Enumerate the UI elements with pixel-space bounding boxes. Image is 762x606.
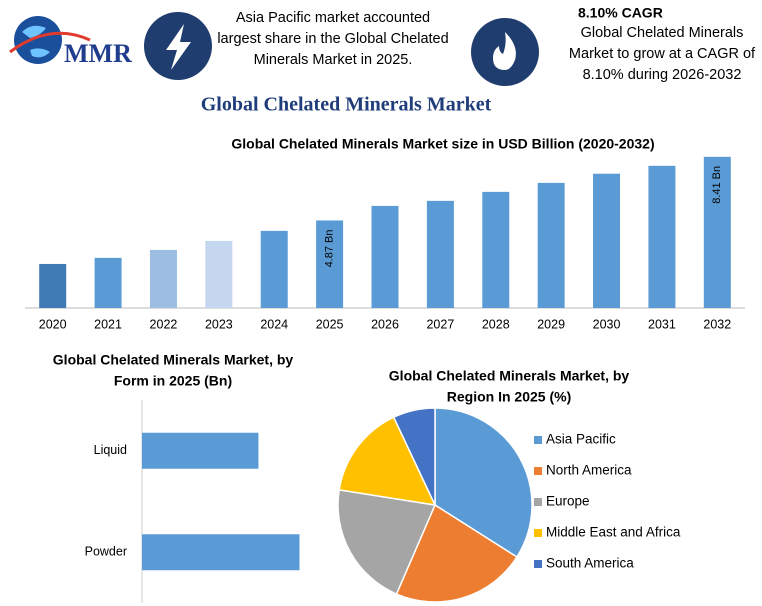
x-tick-label: 2032 — [703, 317, 731, 331]
bar — [260, 230, 288, 308]
pie-slice — [338, 416, 437, 506]
value-label: 8.41 Bn — [711, 166, 723, 204]
legend-swatch — [534, 467, 542, 475]
bar — [648, 165, 676, 308]
x-tick-label: 2021 — [94, 317, 122, 331]
legend-label: Asia Pacific — [546, 432, 616, 447]
x-tick-label: 2030 — [593, 317, 621, 331]
logo-text: MMR — [64, 39, 132, 68]
x-tick-label: 2020 — [39, 317, 67, 331]
logo-swoosh — [9, 31, 91, 54]
cagr-title: 8.10% CAGR — [578, 5, 663, 21]
legend-swatch — [534, 498, 542, 506]
bar — [703, 156, 731, 308]
icon-flame — [493, 32, 516, 70]
bar — [316, 220, 344, 308]
legend-label: South America — [546, 556, 634, 571]
x-tick-label: 2023 — [205, 317, 233, 331]
pie-slice — [395, 503, 518, 603]
x-tick-label: 2029 — [537, 317, 565, 331]
logo-land — [22, 25, 50, 58]
x-tick-label: 2022 — [150, 317, 178, 331]
bar — [482, 191, 510, 308]
x-tick-label: 2028 — [482, 317, 510, 331]
value-label: 4.87 Bn — [324, 229, 336, 267]
bar — [371, 205, 399, 308]
note-right-line: Global Chelated Minerals — [581, 25, 744, 41]
x-tick-label: 2026 — [371, 317, 399, 331]
main-title: Global Chelated Minerals Market — [201, 94, 492, 116]
note-right-line: 8.10% during 2026-2032 — [583, 67, 742, 83]
icon-bolt — [166, 24, 191, 70]
chart-title: Form in 2025 (Bn) — [114, 373, 232, 389]
note-left-line: Minerals Market in 2025. — [254, 52, 413, 68]
chart-title: Global Chelated Minerals Market, by — [389, 368, 630, 384]
bar — [205, 240, 233, 308]
pie-slice — [392, 407, 436, 506]
y-tick-label: Liquid — [94, 443, 127, 457]
chart-title: Region In 2025 (%) — [447, 389, 571, 405]
legend-label: Europe — [546, 494, 590, 509]
note-right-line: Market to grow at a CAGR of — [569, 46, 756, 62]
legend-label: North America — [546, 463, 632, 478]
note-left-line: largest share in the Global Chelated — [217, 31, 448, 47]
bar — [142, 534, 300, 571]
y-tick-label: Powder — [85, 545, 127, 559]
bar — [142, 432, 259, 469]
legend-swatch — [534, 436, 542, 444]
bar — [149, 249, 177, 308]
bar — [39, 263, 67, 308]
bar — [593, 173, 621, 308]
chart-title: Global Chelated Minerals Market, by — [53, 352, 294, 368]
legend-swatch — [534, 560, 542, 568]
note-left-line: Asia Pacific market accounted — [236, 10, 430, 26]
bar — [94, 257, 122, 308]
pie-slice — [337, 488, 437, 596]
bar — [537, 182, 565, 308]
x-tick-label: 2027 — [426, 317, 454, 331]
legend-label: Middle East and Africa — [546, 525, 681, 540]
chart-title: Global Chelated Minerals Market size in … — [231, 136, 654, 152]
x-tick-label: 2031 — [648, 317, 676, 331]
x-tick-label: 2024 — [260, 317, 288, 331]
bar — [426, 200, 454, 308]
legend-swatch — [534, 529, 542, 537]
x-tick-label: 2025 — [316, 317, 344, 331]
